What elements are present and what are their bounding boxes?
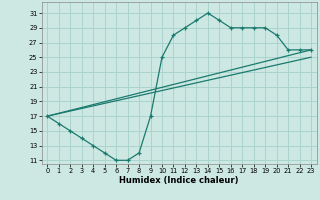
X-axis label: Humidex (Indice chaleur): Humidex (Indice chaleur) bbox=[119, 176, 239, 185]
